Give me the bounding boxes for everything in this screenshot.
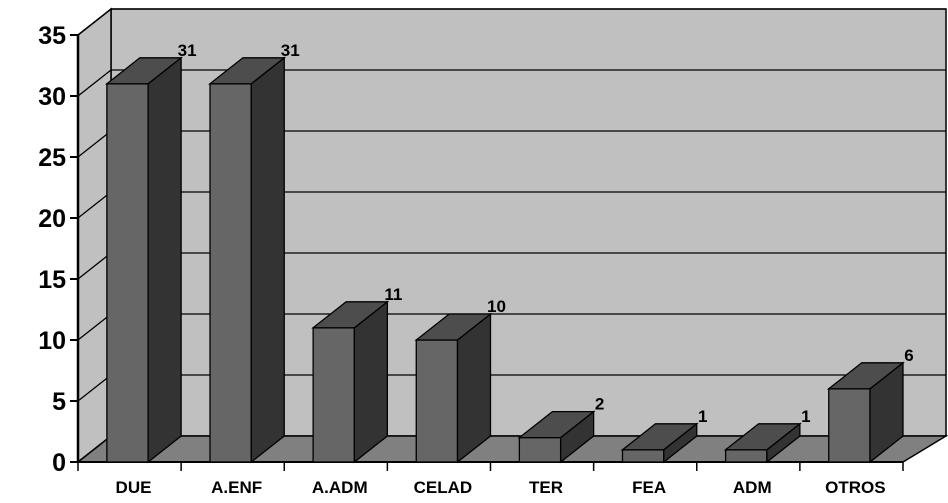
data-label: 31 bbox=[281, 41, 300, 60]
bar bbox=[414, 312, 493, 464]
y-axis-tick-labels: 0 5 10 15 20 25 30 35 bbox=[38, 22, 66, 477]
bar-top bbox=[620, 423, 699, 451]
y-tick-label: 30 bbox=[38, 83, 66, 111]
bar-front bbox=[828, 388, 871, 463]
gridline-side bbox=[77, 130, 112, 158]
bar-front bbox=[518, 436, 562, 463]
bar-top bbox=[208, 57, 287, 85]
data-label: 6 bbox=[904, 346, 913, 365]
gridline-side bbox=[77, 313, 112, 341]
y-tick-label: 25 bbox=[38, 144, 66, 172]
x-tick-label: DUE bbox=[116, 478, 152, 497]
bar-front bbox=[415, 339, 459, 463]
gridline-side bbox=[77, 191, 112, 219]
side-wall bbox=[77, 7, 112, 464]
bar-front bbox=[621, 449, 665, 463]
data-label: 1 bbox=[801, 407, 810, 426]
x-tick-label: CELAD bbox=[414, 478, 473, 497]
x-tick-label: FEA bbox=[632, 478, 666, 497]
y-tick-label: 10 bbox=[38, 327, 66, 355]
bar-top bbox=[414, 313, 493, 341]
data-label: 31 bbox=[178, 41, 197, 60]
bar bbox=[723, 422, 802, 464]
gridline-side bbox=[77, 69, 112, 97]
bar-top bbox=[311, 301, 390, 329]
bar bbox=[208, 56, 287, 464]
bar-side bbox=[147, 56, 182, 464]
y-tick-label: 0 bbox=[52, 449, 66, 477]
data-label: 10 bbox=[487, 297, 506, 316]
bar bbox=[826, 361, 905, 464]
x-tick-label: A.ENF bbox=[211, 478, 262, 497]
bar-front bbox=[209, 83, 252, 463]
y-tick-label: 5 bbox=[52, 388, 66, 416]
bar-top bbox=[826, 362, 905, 390]
y-tick-label: 35 bbox=[38, 22, 66, 50]
x-tick-label: OTROS bbox=[825, 478, 885, 497]
bar-front bbox=[724, 449, 768, 463]
bars bbox=[104, 56, 905, 464]
floor bbox=[75, 435, 948, 463]
bar bbox=[104, 56, 184, 464]
x-tick-label: ADM bbox=[733, 478, 772, 497]
bar bbox=[311, 300, 390, 464]
gridline-side bbox=[77, 374, 112, 402]
y-tick-label: 15 bbox=[38, 266, 66, 294]
bar-side bbox=[250, 56, 285, 464]
bar-top bbox=[104, 57, 184, 85]
gridline-side bbox=[77, 8, 112, 36]
data-label: 2 bbox=[595, 395, 604, 414]
bar bbox=[620, 422, 699, 464]
plot-back-wall bbox=[75, 7, 948, 464]
bar bbox=[517, 410, 596, 464]
gridline-side bbox=[77, 252, 112, 280]
bar-side bbox=[353, 300, 389, 464]
x-tick-label: A.ADM bbox=[312, 478, 368, 497]
bar-front bbox=[312, 327, 356, 463]
x-axis-tick-labels: DUE A.ENF A.ADM CELAD TER FEA ADM OTROS bbox=[116, 478, 886, 497]
data-label: 1 bbox=[698, 407, 707, 426]
bar-top bbox=[723, 423, 802, 451]
bar-front bbox=[106, 83, 149, 463]
bar-top bbox=[517, 410, 596, 439]
data-label: 11 bbox=[384, 285, 402, 304]
y-tick-label: 20 bbox=[38, 205, 66, 233]
x-tick-label: TER bbox=[529, 478, 563, 497]
